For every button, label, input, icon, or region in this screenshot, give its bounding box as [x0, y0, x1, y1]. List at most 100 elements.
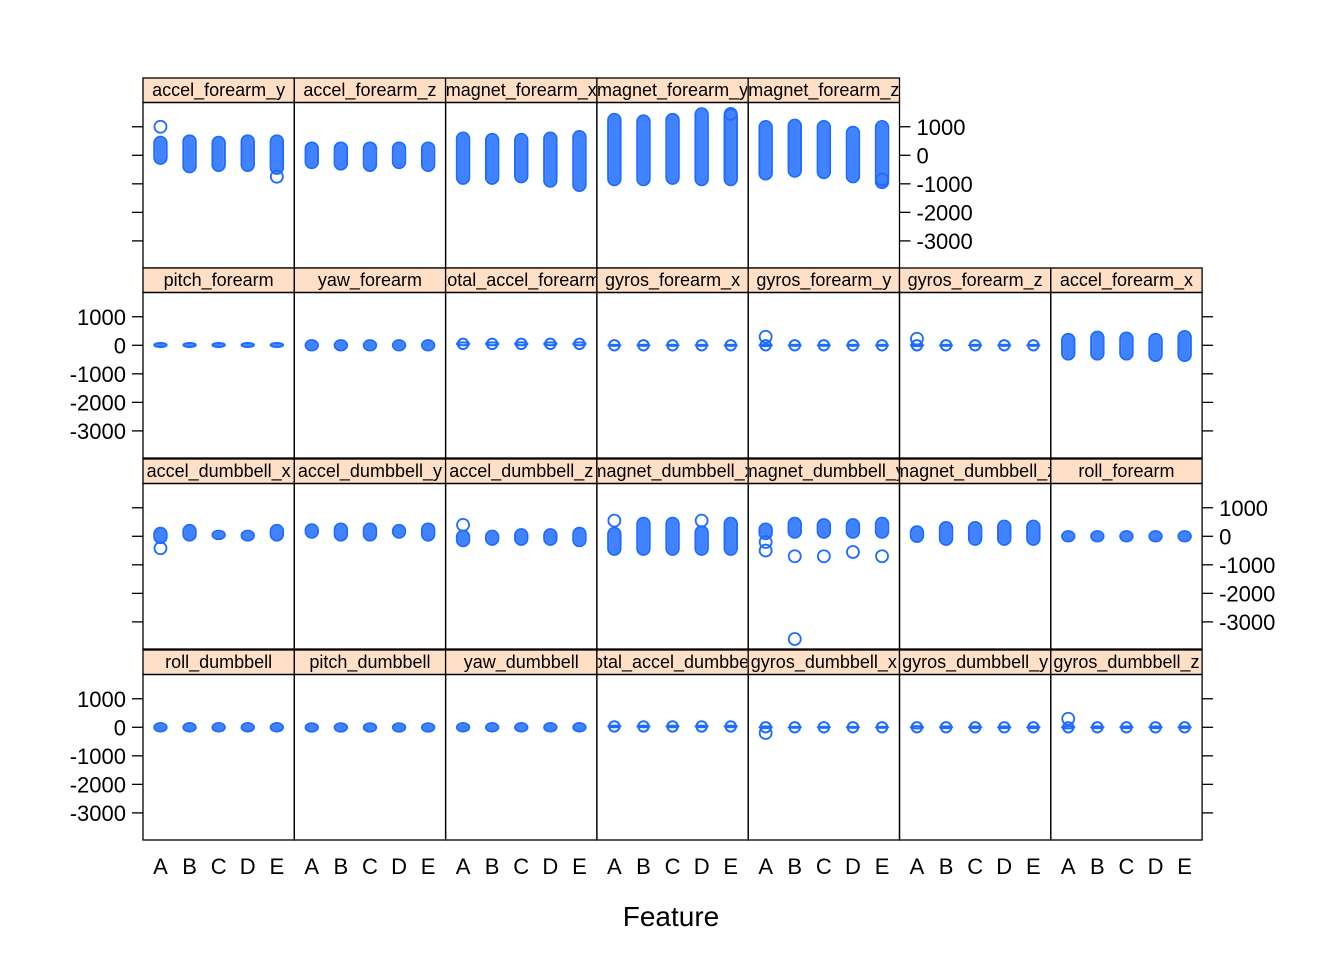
point-band-outline [694, 343, 709, 347]
point-band-E [1177, 530, 1192, 543]
point-band-fill [940, 523, 952, 544]
point-band-fill [422, 524, 434, 540]
data-point [515, 337, 528, 351]
point-band-A [153, 722, 168, 733]
data-point [608, 720, 621, 733]
y-tick-label: -1000 [1219, 553, 1275, 578]
data-point [1178, 721, 1191, 734]
point-band-A [304, 523, 319, 539]
y-tick-label: 0 [114, 333, 126, 358]
panel-strip-label: total_accel_forearm [442, 270, 600, 291]
point-band-fill [422, 724, 434, 731]
outlier-point [846, 545, 860, 559]
panel-frame [747, 673, 901, 841]
point-band-outline [484, 132, 500, 185]
point-band-fill [1063, 334, 1074, 359]
point-band-A [1061, 530, 1076, 543]
point-band-outline [997, 725, 1012, 730]
point-band-C [362, 339, 378, 352]
point-band-E [1026, 721, 1041, 734]
x-tick-label-B: B [787, 854, 802, 879]
x-tick-label-D: D [845, 854, 861, 879]
point-band-C [816, 518, 832, 539]
point-band-A [153, 342, 168, 349]
point-band-outline [333, 339, 349, 352]
point-band-outline [787, 516, 802, 539]
x-tick-label-A: A [1061, 854, 1076, 879]
x-tick-label-D: D [996, 854, 1012, 879]
y-tick-label: -1000 [70, 744, 126, 769]
panel-strip-label: magnet_dumbbell_y [743, 461, 905, 482]
point-band-fill [242, 136, 253, 170]
point-band-outline [484, 529, 500, 546]
x-tick-label-A: A [910, 854, 925, 879]
data-point [456, 337, 470, 351]
data-point [939, 339, 953, 352]
point-band-outline [1148, 332, 1163, 362]
point-band-C [665, 112, 680, 185]
point-band-outline [1119, 530, 1134, 543]
point-band-outline [636, 516, 651, 556]
point-band-outline [636, 114, 651, 187]
panel-strip-label: accel_dumbbell_z [449, 461, 593, 482]
point-band-outline [723, 343, 738, 347]
point-band-outline [787, 118, 802, 178]
point-band-fill [1150, 334, 1161, 360]
point-band-outline [211, 342, 226, 349]
data-point [573, 337, 586, 351]
point-band-A [909, 721, 925, 734]
point-band-fill [911, 527, 923, 541]
point-band-outline [514, 341, 529, 347]
point-band-fill [335, 724, 347, 731]
panel-gyros-dumbbell-y: gyros_dumbbell_y [898, 649, 1052, 841]
point-band-fill [271, 525, 283, 540]
point-band-B [182, 342, 197, 349]
point-band-C [967, 521, 983, 546]
point-band-outline [694, 107, 709, 187]
y-tick-label: -1000 [70, 362, 126, 387]
point-band-outline [723, 108, 738, 187]
point-band-fill [306, 341, 317, 350]
point-band-outline [269, 342, 285, 349]
point-band-C [665, 516, 680, 556]
point-band-E [572, 337, 587, 351]
outlier-point [787, 549, 802, 564]
panel-strip-label: accel_forearm_x [1060, 270, 1193, 291]
point-band-fill [242, 724, 253, 731]
data-point [998, 339, 1011, 352]
point-band-outline [211, 135, 226, 172]
point-band-D [391, 722, 407, 733]
panel-accel-dumbbell-z: accel_dumbbell_z [444, 458, 598, 650]
y-ticks-right-row-2 [1202, 316, 1214, 432]
panel-strip [596, 267, 749, 294]
point-band-fill [760, 524, 771, 539]
x-tick-label-A: A [607, 854, 622, 879]
point-band-fill [876, 518, 888, 537]
panel-total-accel-forearm: total_accel_forearm [442, 267, 600, 459]
data-point [637, 720, 650, 733]
x-tick-label-A: A [456, 854, 471, 879]
panel-frame [1050, 673, 1203, 841]
point-band-outline [845, 125, 861, 184]
point-band-A [607, 339, 622, 352]
point-band-B [484, 337, 500, 351]
panel-magnet-forearm-y: magnet_forearm_y [596, 77, 749, 269]
data-point [1027, 339, 1040, 352]
point-band-E [572, 722, 587, 733]
panel-strip-label: pitch_dumbbell [309, 652, 430, 673]
panel-frame [293, 482, 447, 650]
panel-strip-label: yaw_forearm [318, 270, 422, 291]
panel-strip-label: accel_dumbbell_x [147, 461, 291, 482]
point-band-outline [665, 112, 680, 185]
point-band-D [391, 523, 407, 539]
point-band-outline [514, 722, 529, 733]
point-band-D [543, 337, 558, 351]
outlier-point [875, 172, 889, 187]
point-band-outline [997, 343, 1012, 347]
point-band-B [938, 339, 954, 352]
point-band-C [1119, 530, 1134, 543]
panel-strip [1050, 267, 1203, 294]
point-band-outline [543, 722, 558, 733]
panel-strip [142, 77, 295, 104]
panel-accel-dumbbell-y: accel_dumbbell_y [293, 458, 447, 650]
